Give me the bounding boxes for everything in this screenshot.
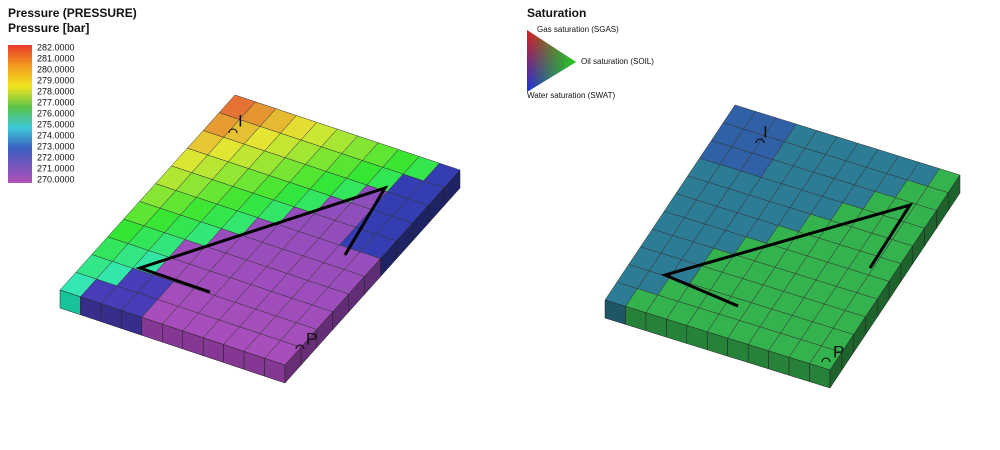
grid-side	[829, 351, 843, 389]
color-bar-tick-label: 279.0000	[37, 75, 75, 85]
color-bar-tick-label: 276.0000	[37, 108, 75, 118]
color-bar-tick-label: 281.0000	[37, 53, 75, 63]
color-bar-tick-label: 270.0000	[37, 174, 75, 184]
well-label: I	[238, 111, 243, 130]
color-bar-tick-label: 271.0000	[37, 163, 75, 173]
oil-label: Oil saturation (SOIL)	[581, 57, 654, 66]
well-symbol	[821, 357, 831, 363]
ternary-triangle-overlay	[527, 30, 576, 92]
color-bar-tick-label: 277.0000	[37, 97, 75, 107]
color-bar-tick-label: 280.0000	[37, 64, 75, 74]
well-symbol	[228, 128, 238, 134]
well-label: I	[763, 122, 768, 141]
fault-line	[660, 202, 914, 308]
fault-line	[135, 185, 389, 294]
gas-label: Gas saturation (SGAS)	[537, 25, 619, 34]
well-label: P	[306, 329, 317, 348]
color-bar	[8, 45, 32, 183]
legend-title: Pressure (PRESSURE)	[8, 6, 137, 20]
well-symbol	[755, 138, 765, 144]
grids	[59, 94, 961, 389]
legend-unit: Pressure [bar]	[8, 21, 89, 35]
color-bar-tick-label: 282.0000	[37, 42, 75, 52]
color-bar-tick-label: 278.0000	[37, 86, 75, 96]
water-label: Water saturation (SWAT)	[527, 91, 616, 100]
color-bar-tick-label: 273.0000	[37, 141, 75, 151]
color-bar-tick-label: 275.0000	[37, 119, 75, 129]
well-label: P	[833, 342, 844, 361]
legend-title: Saturation	[527, 6, 586, 20]
faults	[135, 185, 914, 308]
grid-side	[284, 346, 302, 384]
color-bar-ticks: 282.0000281.0000280.0000279.0000278.0000…	[37, 42, 75, 184]
well-symbol	[295, 344, 305, 350]
color-bar-tick-label: 272.0000	[37, 152, 75, 162]
color-bar-tick-label: 274.0000	[37, 130, 75, 140]
